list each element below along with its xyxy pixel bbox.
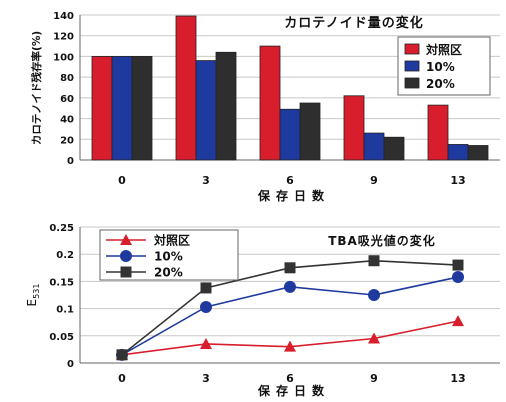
c1-bar (175, 15, 197, 161)
c2-legend-marker (120, 234, 132, 245)
c2-x-tick-label: 0 (118, 372, 126, 385)
c2-legend-marker (120, 250, 132, 262)
c1-bar (195, 60, 217, 161)
c2-y-tick-label: 0.15 (49, 277, 74, 288)
c1-bar (111, 56, 133, 161)
c1-bar (447, 144, 469, 161)
c1-chart-title: カロテノイド量の変化 (284, 15, 424, 31)
c2-legend-label: 20% (154, 266, 183, 280)
c2-x-tick-label: 9 (370, 372, 378, 385)
c2-x-tick-labels: 0 3 6 9 13 (118, 372, 465, 385)
c2-y-tick-label: 0.05 (49, 332, 74, 343)
c1-legend-swatch (404, 60, 420, 72)
c1-legend-swatch (404, 77, 420, 89)
c1-legend: 対照区 10% 20% (397, 36, 491, 96)
c1-x-axis-label: 保存日数 (257, 188, 330, 203)
c2-data-point (368, 255, 380, 267)
c2-data-point (368, 332, 380, 344)
carotenoid-bar-chart: 0 20 40 60 80 100 120 140 0 3 6 9 13 カロテノイド残存率(%) 保… (30, 11, 500, 203)
c1-x-tick-label: 13 (450, 174, 465, 187)
c2-x-tick-label: 3 (202, 372, 210, 385)
c1-y-tick-label: 0 (67, 156, 74, 167)
c1-x-tick-label: 3 (202, 174, 210, 187)
c2-y-tick-label: 0.2 (56, 250, 74, 261)
c1-y-axis-label: カロテノイド残存率(%) (30, 31, 43, 145)
c1-x-tick-label: 9 (370, 174, 378, 187)
c1-y-tick-label: 140 (53, 11, 74, 22)
c1-legend-label: 20% (426, 77, 455, 91)
c1-legend-label: 対照区 (425, 42, 462, 57)
c1-bar (383, 136, 405, 161)
c2-data-point (368, 289, 380, 301)
c1-y-tick-label: 60 (60, 94, 74, 105)
c2-legend: 対照区 10% 20% (99, 229, 239, 281)
c1-legend-items: 対照区 10% 20% (404, 42, 462, 91)
c2-legend-items: 対照区 10% 20% (106, 233, 190, 280)
c2-data-point (452, 315, 464, 327)
c1-y-tick-labels: 0 20 40 60 80 100 120 140 (53, 11, 74, 167)
c2-y-tick-label: 0.25 (49, 223, 74, 234)
c1-bar (427, 104, 449, 161)
c2-data-point (284, 340, 296, 352)
c2-x-tick-label: 13 (450, 372, 465, 385)
c2-data-point (200, 337, 212, 349)
c1-legend-swatch (404, 43, 420, 55)
c1-bar (91, 56, 113, 161)
c1-bar (343, 95, 365, 161)
c2-data-point (284, 262, 296, 274)
c1-bar (259, 45, 281, 161)
c2-y-tick-label: 0.1 (56, 305, 74, 316)
c2-data-point (200, 282, 212, 294)
c1-y-tick-label: 100 (53, 52, 74, 63)
tba-line-chart: 0 0.05 0.1 0.15 0.2 0.25 0 3 6 9 13 E531 保存日数 TBA… (25, 223, 500, 398)
c2-x-tick-label: 6 (286, 372, 294, 385)
c2-y-axis-label: E531 (25, 284, 41, 307)
c1-y-tick-label: 20 (60, 135, 74, 146)
c2-data-point (284, 280, 296, 293)
c2-y-tick-labels: 0 0.05 0.1 0.15 0.2 0.25 (49, 223, 74, 370)
c1-y-tick-label: 40 (60, 115, 74, 126)
c2-series-markers (116, 255, 464, 361)
c1-bars (91, 15, 489, 161)
c1-x-tick-labels: 0 3 6 9 13 (118, 174, 465, 187)
c1-bar (299, 102, 321, 161)
c2-legend-marker (120, 266, 132, 278)
c1-legend-label: 10% (426, 60, 455, 74)
c1-bar (215, 51, 237, 161)
c1-bar (363, 132, 385, 161)
c2-x-axis-label: 保存日数 (257, 383, 330, 398)
c2-y-tick-label: 0 (67, 359, 74, 370)
c1-y-tick-label: 120 (53, 32, 74, 43)
c2-chart-title: TBA吸光値の変化 (328, 233, 436, 248)
c2-legend-label: 対照区 (153, 233, 190, 248)
c2-data-point (452, 259, 464, 271)
c2-legend-label: 10% (154, 250, 183, 264)
c2-data-point (452, 271, 464, 284)
c1-x-tick-label: 0 (118, 174, 126, 187)
c1-bar (279, 108, 301, 161)
c2-data-point (116, 349, 128, 361)
c2-data-point (200, 300, 212, 313)
c1-bar (467, 145, 489, 161)
c1-y-tick-label: 80 (60, 73, 74, 84)
c1-x-tick-label: 6 (286, 174, 294, 187)
c1-bar (131, 56, 153, 161)
